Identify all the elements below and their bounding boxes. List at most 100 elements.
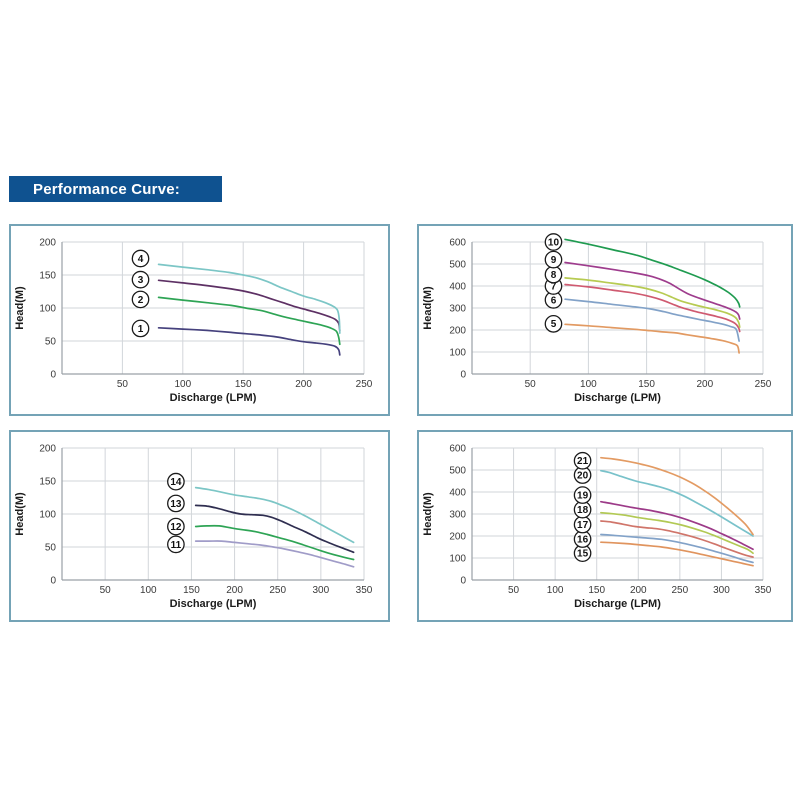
curve-label-number-12: 12 (170, 522, 182, 533)
x-tick-label: 100 (140, 585, 157, 596)
x-tick-label: 150 (638, 379, 655, 390)
curve-2 (157, 296, 341, 346)
y-tick-label: 200 (449, 326, 466, 337)
curve-1 (157, 326, 341, 356)
curve-label-number-18: 18 (577, 505, 589, 516)
curve-label-number-6: 6 (551, 295, 557, 306)
curve-label-number-3: 3 (138, 275, 144, 286)
y-axis-title: Head(M) (422, 286, 434, 330)
curve-label-circle-5 (544, 314, 563, 333)
curve-label-circle-4 (131, 249, 150, 268)
x-axis-title: Discharge (LPM) (574, 392, 661, 404)
x-axis-title: Discharge (LPM) (170, 598, 257, 610)
curve-label-circle-14 (167, 472, 185, 491)
curve-label-number-8: 8 (551, 270, 557, 281)
curve-label-number-13: 13 (170, 499, 182, 510)
chart-panel-bottom-right: 0 100 200 300 400 500 600 50 100 150 200 250 300 350 D… (417, 430, 793, 622)
x-tick-label: 300 (713, 585, 730, 596)
y-tick-label: 0 (460, 576, 466, 587)
y-tick-label: 200 (449, 532, 466, 543)
curve-label-circle-10 (544, 233, 563, 251)
curve-label-circle-19 (573, 486, 592, 504)
curve-label-circle-1 (131, 319, 150, 338)
x-tick-label: 300 (313, 585, 330, 596)
x-tick-label: 150 (235, 379, 252, 390)
y-tick-label: 0 (50, 370, 56, 381)
y-tick-label: 400 (449, 282, 466, 293)
curve-label-circle-9 (544, 250, 563, 269)
section-header: Performance Curve: (9, 176, 222, 202)
curve-11 (194, 540, 355, 568)
curve-label-number-14: 14 (170, 477, 182, 488)
curve-7 (564, 283, 741, 333)
curve-12 (194, 524, 355, 561)
y-tick-label: 150 (39, 477, 56, 488)
y-tick-label: 300 (449, 510, 466, 521)
curve-17 (600, 520, 754, 558)
performance-chart-top-left: 0 50 100 150 200 50 100 150 200 250 Discharge (LPM… (14, 238, 373, 405)
y-tick-label: 200 (39, 444, 56, 455)
y-tick-label: 600 (449, 238, 466, 249)
curve-10 (564, 238, 741, 308)
chart-panel-bottom-left: 0 50 100 150 200 50 100 150 200 250 300 350 Discharg… (9, 430, 390, 622)
curve-label-number-15: 15 (577, 549, 589, 560)
y-tick-label: 0 (460, 370, 466, 381)
performance-chart-top-right: 0 100 200 300 400 500 600 50 100 150 200 250 Dischar… (422, 233, 772, 404)
curve-label-circle-12 (167, 517, 185, 536)
performance-chart-bottom-left: 0 50 100 150 200 50 100 150 200 250 300 350 Discharg… (14, 444, 373, 611)
y-tick-label: 500 (449, 260, 466, 271)
curve-label-number-17: 17 (577, 520, 589, 531)
curve-8 (564, 277, 741, 328)
curve-label-number-2: 2 (138, 295, 144, 306)
curve-20 (600, 469, 754, 537)
curve-label-number-11: 11 (171, 540, 182, 551)
y-axis-title: Head(M) (14, 492, 26, 536)
curve-label-circle-21 (573, 451, 592, 470)
x-tick-label: 150 (588, 585, 605, 596)
y-tick-label: 100 (39, 510, 56, 521)
x-tick-label: 200 (630, 585, 647, 596)
curve-21 (600, 456, 754, 536)
x-tick-label: 100 (580, 379, 597, 390)
chart-panel-top-right: 0 100 200 300 400 500 600 50 100 150 200 250 Dischar… (417, 224, 793, 416)
x-axis-title: Discharge (LPM) (170, 392, 257, 404)
curve-label-circle-13 (167, 494, 185, 513)
curve-14 (194, 486, 355, 544)
curve-5 (564, 323, 740, 354)
curve-label-number-16: 16 (577, 534, 589, 545)
curve-13 (194, 504, 355, 554)
curve-4 (157, 263, 341, 334)
y-tick-label: 500 (449, 466, 466, 477)
curve-6 (564, 298, 740, 342)
curve-label-number-9: 9 (551, 255, 557, 266)
y-axis-title: Head(M) (422, 492, 434, 536)
x-tick-label: 200 (226, 585, 243, 596)
curve-15 (600, 541, 754, 567)
performance-chart-bottom-right: 0 100 200 300 400 500 600 50 100 150 200 250 300 350 D… (422, 444, 772, 611)
curve-9 (564, 261, 741, 320)
curve-19 (600, 500, 754, 551)
x-tick-label: 50 (525, 379, 537, 390)
y-tick-label: 100 (449, 554, 466, 565)
y-tick-label: 200 (39, 238, 56, 249)
curve-16 (600, 533, 754, 564)
x-tick-label: 150 (183, 585, 200, 596)
y-tick-label: 300 (449, 304, 466, 315)
y-tick-label: 100 (449, 348, 466, 359)
y-tick-label: 400 (449, 488, 466, 499)
curve-label-circle-2 (131, 290, 150, 309)
y-tick-label: 600 (449, 444, 466, 455)
curve-label-number-19: 19 (577, 490, 589, 501)
curve-label-number-4: 4 (138, 254, 144, 265)
curve-18 (600, 511, 754, 555)
x-tick-label: 250 (672, 585, 689, 596)
curve-label-number-7: 7 (551, 281, 557, 292)
y-tick-label: 100 (39, 304, 56, 315)
y-axis-title: Head(M) (14, 286, 26, 330)
y-tick-label: 50 (45, 337, 57, 348)
chart-panel-top-left: 0 50 100 150 200 50 100 150 200 250 Discharge (LPM… (9, 224, 390, 416)
x-tick-label: 100 (547, 585, 564, 596)
x-tick-label: 250 (755, 379, 772, 390)
x-tick-label: 200 (295, 379, 312, 390)
x-axis-title: Discharge (LPM) (574, 598, 661, 610)
